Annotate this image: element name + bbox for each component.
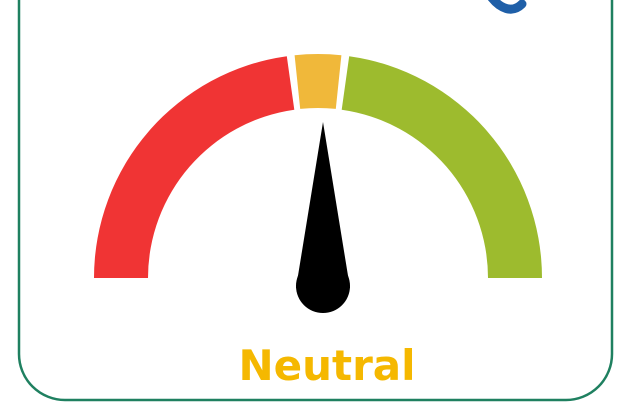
- needle-shaft: [296, 122, 350, 288]
- gauge-yellow-segment: [294, 53, 342, 109]
- cut-off-glyph: [487, 0, 527, 14]
- gauge-red-segment: [94, 56, 295, 279]
- needle-hub: [296, 259, 350, 313]
- sentiment-label: Neutral: [238, 341, 415, 390]
- needle: [296, 122, 350, 313]
- gauge-green-segment: [341, 56, 542, 279]
